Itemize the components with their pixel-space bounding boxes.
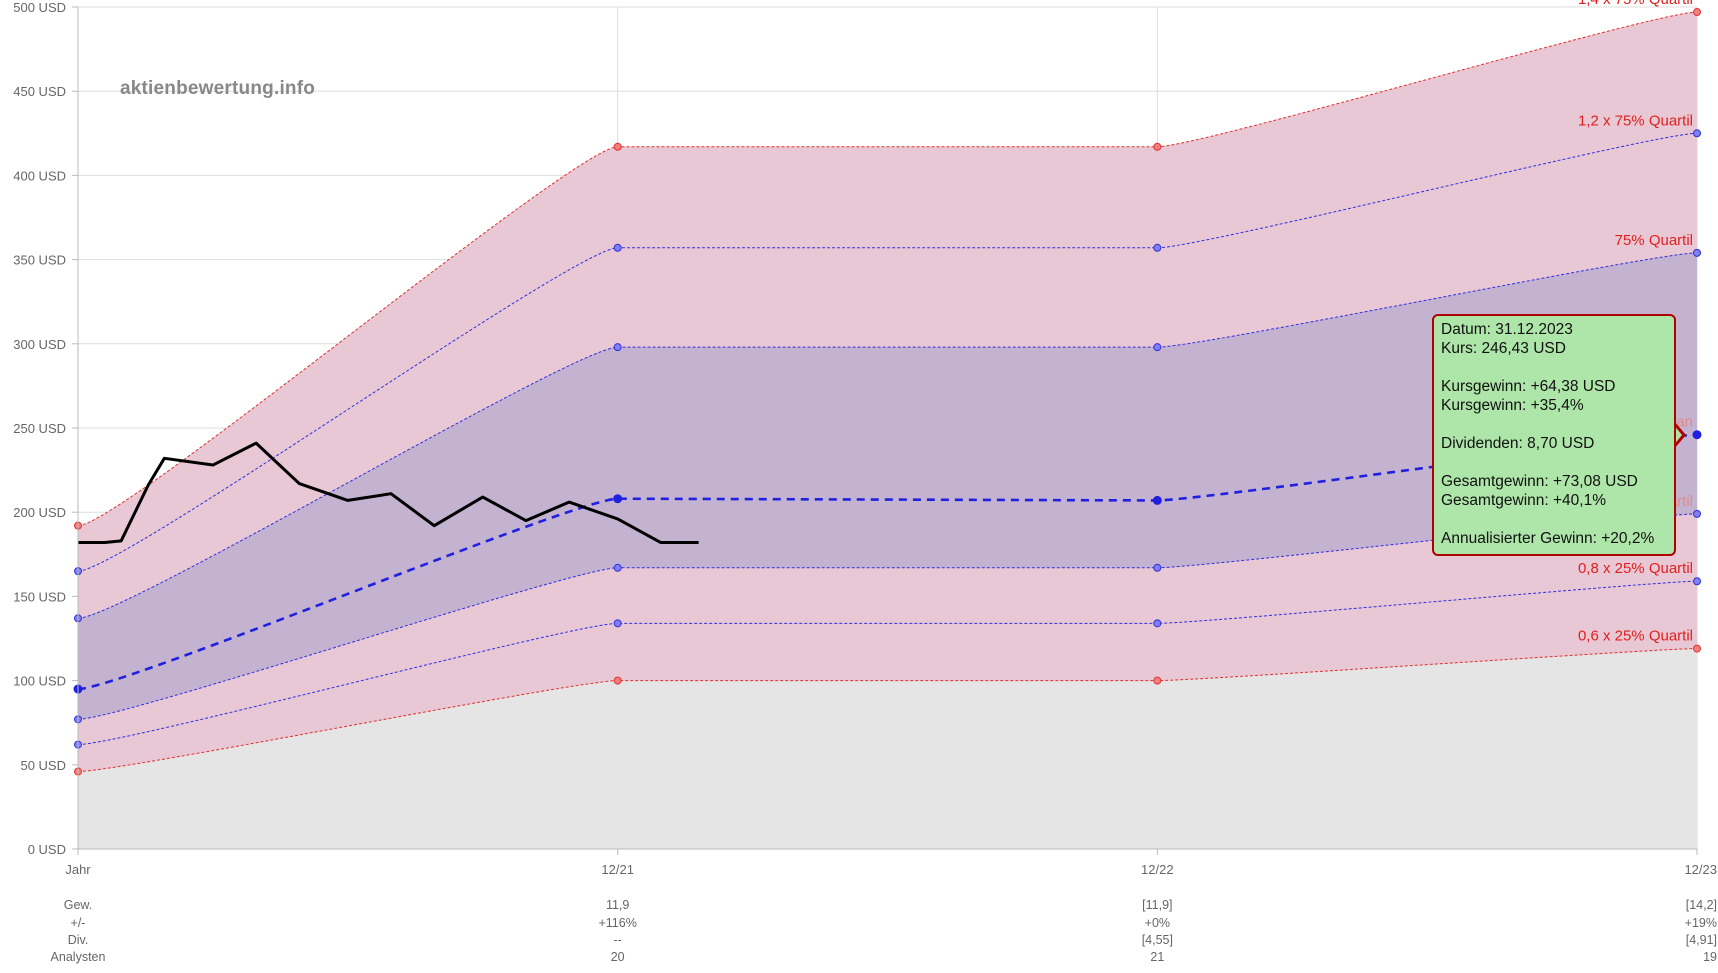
y-tick-label: 100 USD xyxy=(13,674,66,689)
tooltip-gain-abs: Kursgewinn: +64,38 USD xyxy=(1441,378,1616,395)
band-label: 1,4 x 75% Quartil xyxy=(1578,0,1693,8)
band-point xyxy=(1153,619,1162,628)
tooltip-price: Kurs: 246,43 USD xyxy=(1441,340,1566,357)
x-tick-label: 12/22 xyxy=(1141,862,1174,877)
x-tick-label: Jahr xyxy=(65,862,91,877)
price-line xyxy=(78,441,699,545)
median-line xyxy=(77,433,1698,691)
table-row-label: Div. xyxy=(68,933,89,947)
tooltip-date: Datum: 31.12.2023 xyxy=(1441,321,1573,338)
table-cell: 19 xyxy=(1703,950,1717,964)
tooltip-spacer xyxy=(1441,415,1667,434)
table-cell: +19% xyxy=(1685,916,1717,930)
band-point xyxy=(613,676,622,685)
tooltip-spacer xyxy=(1441,453,1667,472)
band-point xyxy=(1693,577,1701,586)
band-point xyxy=(613,494,623,504)
tooltip-total-abs: Gesamtgewinn: +73,08 USD xyxy=(1441,473,1638,490)
band-point xyxy=(1693,644,1701,653)
band-label: 75% Quartil xyxy=(1615,232,1693,249)
y-tick-label: 500 USD xyxy=(13,0,66,15)
band-point xyxy=(613,619,622,628)
band-point xyxy=(1153,563,1162,572)
y-tick-label: 150 USD xyxy=(13,589,66,604)
band-point xyxy=(1693,8,1701,17)
table-cell: 21 xyxy=(1150,950,1164,964)
band-point xyxy=(613,563,622,572)
watermark-text: aktienbewertung.info xyxy=(120,78,316,99)
table-cell: +0% xyxy=(1145,916,1170,930)
table-cell: [14,2] xyxy=(1686,898,1717,912)
tooltip-spacer xyxy=(1441,358,1667,377)
y-tick-label: 400 USD xyxy=(13,168,66,183)
x-tick-label: 12/21 xyxy=(601,862,634,877)
tooltip-dividends: Dividenden: 8,70 USD xyxy=(1441,435,1595,452)
table-cell: [11,9] xyxy=(1142,898,1172,912)
y-tick-label: 250 USD xyxy=(13,421,66,436)
table-cell: [4,91] xyxy=(1686,933,1717,947)
band-point xyxy=(1153,676,1162,685)
x-tick-label: 12/23 xyxy=(1684,862,1717,877)
y-tick-label: 200 USD xyxy=(13,505,66,520)
band-point xyxy=(1693,509,1701,518)
y-tick-label: 50 USD xyxy=(20,758,66,773)
tooltip-arrow-inner xyxy=(1673,424,1682,446)
area-below-band xyxy=(78,648,1697,849)
table-cell: -- xyxy=(614,933,622,947)
band-point xyxy=(1152,495,1162,505)
band-line xyxy=(77,252,1698,619)
band-point xyxy=(1692,430,1702,440)
band-label: 1,2 x 75% Quartil xyxy=(1578,112,1693,129)
tooltip-total-pct: Gesamtgewinn: +40,1% xyxy=(1441,492,1606,509)
band-point xyxy=(613,142,622,151)
table-cell: 11,9 xyxy=(606,898,629,912)
band-line xyxy=(77,648,1698,773)
y-tick-label: 350 USD xyxy=(13,253,66,268)
table-row-label: +/- xyxy=(71,916,86,930)
band-line xyxy=(77,513,1698,720)
y-tick-label: 0 USD xyxy=(28,842,66,857)
band-point xyxy=(1153,142,1162,151)
band-point xyxy=(1693,248,1701,257)
band-line xyxy=(77,580,1698,746)
band-point xyxy=(613,343,622,352)
band-label: 0,6 x 25% Quartil xyxy=(1578,628,1693,645)
table-row-label: Gew. xyxy=(64,898,93,912)
table-cell: 20 xyxy=(611,950,625,964)
band-point xyxy=(613,243,622,252)
table-cell: [4,55] xyxy=(1142,933,1173,947)
band-point xyxy=(1153,243,1162,252)
y-tick-label: 450 USD xyxy=(13,84,66,99)
band-line xyxy=(77,132,1698,572)
tooltip-annualized: Annualisierter Gewinn: +20,2% xyxy=(1441,530,1655,547)
table-row-label: Analysten xyxy=(51,950,106,964)
y-tick-label: 300 USD xyxy=(13,337,66,352)
band-point xyxy=(1153,343,1162,352)
band-label: 0,8 x 25% Quartil xyxy=(1578,560,1693,577)
chart-tooltip: Datum: 31.12.2023 Kurs: 246,43 USD Kursg… xyxy=(1432,314,1676,556)
table-cell: +116% xyxy=(598,916,636,930)
band-line xyxy=(77,11,1698,527)
band-point xyxy=(1693,129,1701,138)
tooltip-gain-pct: Kursgewinn: +35,4% xyxy=(1441,397,1584,414)
tooltip-spacer xyxy=(1441,510,1667,529)
